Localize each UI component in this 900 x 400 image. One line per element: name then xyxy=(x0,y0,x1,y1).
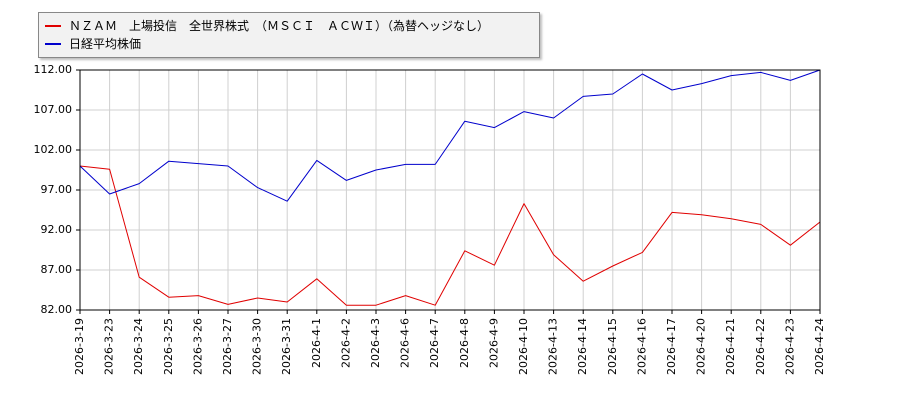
x-tick-label: 2026-3-26 xyxy=(191,318,204,375)
legend-label: ＮＺＡＭ 上場投信 全世界株式 （ＭＳＣＩ ＡＣＷＩ）（為替ヘッジなし） xyxy=(69,19,490,33)
series-lines xyxy=(79,69,821,306)
x-tick-label: 2026-3-25 xyxy=(162,318,175,375)
x-tick-label: 2026-4-21 xyxy=(724,318,737,375)
y-tick-label: 97.00 xyxy=(41,183,73,196)
x-tick-label: 2026-4-16 xyxy=(635,318,648,375)
x-tick-label: 2026-4-24 xyxy=(813,318,826,375)
x-tick-label: 2026-4-14 xyxy=(576,318,589,375)
y-tick-label: 107.00 xyxy=(34,103,73,116)
legend-swatch-red xyxy=(45,24,61,27)
x-tick-label: 2026-4-10 xyxy=(517,318,530,375)
y-axis: 82.00 87.00 92.00 97.00 102.00 107.00 112.00 xyxy=(34,63,80,316)
y-tick-label: 92.00 xyxy=(41,223,73,236)
legend: ＮＺＡＭ 上場投信 全世界株式 （ＭＳＣＩ ＡＣＷＩ）（為替ヘッジなし） 日経平… xyxy=(38,12,540,58)
x-tick-label: 2026-3-31 xyxy=(280,318,293,375)
x-tick-label: 2026-4-15 xyxy=(606,318,619,375)
series-line-0 xyxy=(79,165,821,306)
x-tick-label: 2026-3-30 xyxy=(251,318,264,375)
x-tick-label: 2026-4-2 xyxy=(339,318,352,368)
x-tick-label: 2026-3-24 xyxy=(132,318,145,375)
x-tick-label: 2026-4-7 xyxy=(428,318,441,368)
legend-item-nzam: ＮＺＡＭ 上場投信 全世界株式 （ＭＳＣＩ ＡＣＷＩ）（為替ヘッジなし） xyxy=(45,17,489,35)
legend-label: 日経平均株価 xyxy=(69,37,142,51)
plot-frame xyxy=(79,69,821,311)
x-tick-label: 2026-4-23 xyxy=(783,318,796,375)
legend-item-nikkei: 日経平均株価 xyxy=(45,35,141,53)
x-tick-label: 2026-4-13 xyxy=(547,318,560,375)
legend-swatch-blue xyxy=(45,42,61,45)
x-tick-label: 2026-3-23 xyxy=(103,318,116,375)
x-tick-label: 2026-3-19 xyxy=(73,318,86,375)
x-tick-label: 2026-4-3 xyxy=(369,318,382,368)
grid xyxy=(79,69,821,311)
x-tick-label: 2026-4-6 xyxy=(399,318,412,368)
x-tick-label: 2026-4-1 xyxy=(310,318,323,368)
x-tick-label: 2026-4-20 xyxy=(695,318,708,375)
x-tick-label: 2026-4-9 xyxy=(487,318,500,368)
y-tick-label: 87.00 xyxy=(41,263,73,276)
x-axis: 2026-3-19 2026-3-23 2026-3-24 2026-3-25 2026… xyxy=(73,310,826,375)
series-line-1 xyxy=(79,69,821,202)
x-tick-label: 2026-4-22 xyxy=(754,318,767,375)
y-tick-label: 102.00 xyxy=(34,143,73,156)
y-tick-label: 82.00 xyxy=(41,303,73,316)
y-tick-label: 112.00 xyxy=(34,63,73,76)
x-tick-label: 2026-4-8 xyxy=(458,318,471,368)
x-tick-label: 2026-3-27 xyxy=(221,318,234,375)
x-tick-label: 2026-4-17 xyxy=(665,318,678,375)
